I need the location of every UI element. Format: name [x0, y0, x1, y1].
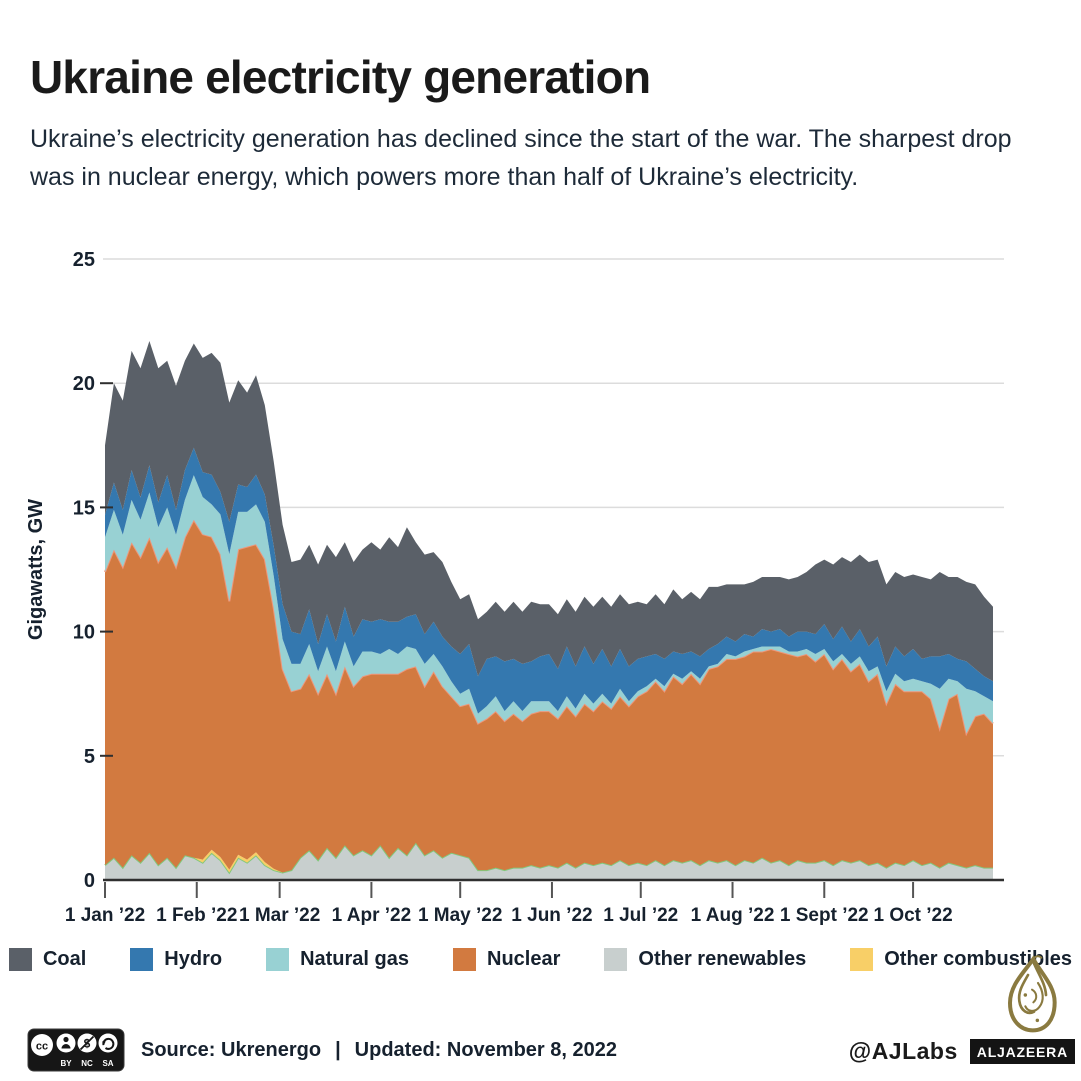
svg-text:Gigawatts, GW: Gigawatts, GW: [25, 499, 47, 640]
svg-text:15: 15: [73, 497, 95, 519]
aljazeera-wordmark: ALJAZEERA: [969, 1039, 1075, 1064]
legend-swatch: [8, 948, 32, 971]
svg-text:25: 25: [73, 249, 95, 271]
footer-source-row: cc $ BY NC SA Source: Ukrenergo | Update…: [27, 1028, 617, 1072]
svg-text:1 Oct ’22: 1 Oct ’22: [873, 905, 952, 926]
chart-area: 0 5 10 15 20 25 1 Jan ’22 1 Feb ’22 1 Mar ’22 1 A…: [25, 249, 1004, 926]
legend-swatch: [130, 948, 154, 971]
legend-item: Hydro: [130, 948, 222, 971]
svg-text:1 Apr ’22: 1 Apr ’22: [332, 905, 412, 926]
svg-text:SA: SA: [102, 1059, 113, 1068]
legend: Coal Hydro Natural gas Nuclear Other renewab…: [0, 948, 1081, 971]
updated-label: Updated: November 8, 2022: [354, 1038, 617, 1061]
svg-text:1 Jul ’22: 1 Jul ’22: [603, 905, 678, 926]
svg-text:NC: NC: [81, 1059, 93, 1068]
area-series-coal: [105, 341, 993, 682]
ajlabs-handle: @AJLabs: [848, 1038, 958, 1064]
area-series-hydro: [105, 447, 993, 714]
svg-text:5: 5: [84, 746, 95, 768]
svg-text:1 Sept ’22: 1 Sept ’22: [780, 905, 869, 926]
stacked-area-chart: 0 5 10 15 20 25 1 Jan ’22 1 Feb ’22 1 Mar ’22 1 A…: [25, 249, 1004, 926]
legend-item: Other combustibles: [850, 948, 1072, 971]
legend-label: Hydro: [164, 948, 223, 970]
area-series-natural-gas: [105, 475, 993, 734]
svg-text:1 Feb ’22: 1 Feb ’22: [156, 905, 237, 926]
source-line: Source: Ukrenergo | Updated: November 8,…: [141, 1039, 617, 1062]
svg-text:cc: cc: [36, 1041, 48, 1053]
legend-swatch: [266, 948, 290, 971]
page-subtitle: Ukraine’s electricity generation has dec…: [30, 125, 1012, 191]
legend-swatch: [850, 948, 874, 971]
creative-commons-license-icon: cc $ BY NC SA: [27, 1028, 125, 1072]
legend-item: Other renewables: [604, 948, 806, 971]
svg-text:BY: BY: [60, 1059, 72, 1068]
svg-text:1 Aug ’22: 1 Aug ’22: [691, 905, 775, 926]
legend-item: Nuclear: [453, 948, 560, 971]
legend-label: Natural gas: [300, 948, 410, 970]
legend-label: Other renewables: [638, 948, 807, 970]
source-separator: |: [335, 1038, 341, 1061]
svg-text:1 Jun ’22: 1 Jun ’22: [511, 905, 592, 926]
page-title: Ukraine electricity generation: [30, 51, 651, 103]
svg-text:1 Jan ’22: 1 Jan ’22: [65, 905, 145, 926]
svg-text:1 May ’22: 1 May ’22: [418, 905, 503, 926]
legend-swatch: [604, 948, 628, 971]
branding-row: @AJLabs ALJAZEERA: [849, 1038, 1075, 1065]
legend-item: Coal: [8, 948, 87, 971]
aljazeera-flame-logo-icon: [1007, 955, 1057, 1033]
area-series-other-renewables: [105, 842, 993, 880]
legend-swatch: [453, 948, 477, 971]
legend-label: Other combustibles: [884, 948, 1073, 970]
source-label: Source: Ukrenergo: [141, 1038, 322, 1061]
legend-label: Coal: [42, 948, 87, 970]
svg-text:1 Mar ’22: 1 Mar ’22: [239, 905, 320, 926]
svg-text:10: 10: [73, 622, 95, 644]
area-series-nuclear: [105, 519, 993, 873]
legend-label: Nuclear: [487, 948, 561, 970]
svg-text:0: 0: [84, 870, 95, 892]
svg-text:20: 20: [73, 373, 95, 395]
legend-item: Natural gas: [266, 948, 409, 971]
